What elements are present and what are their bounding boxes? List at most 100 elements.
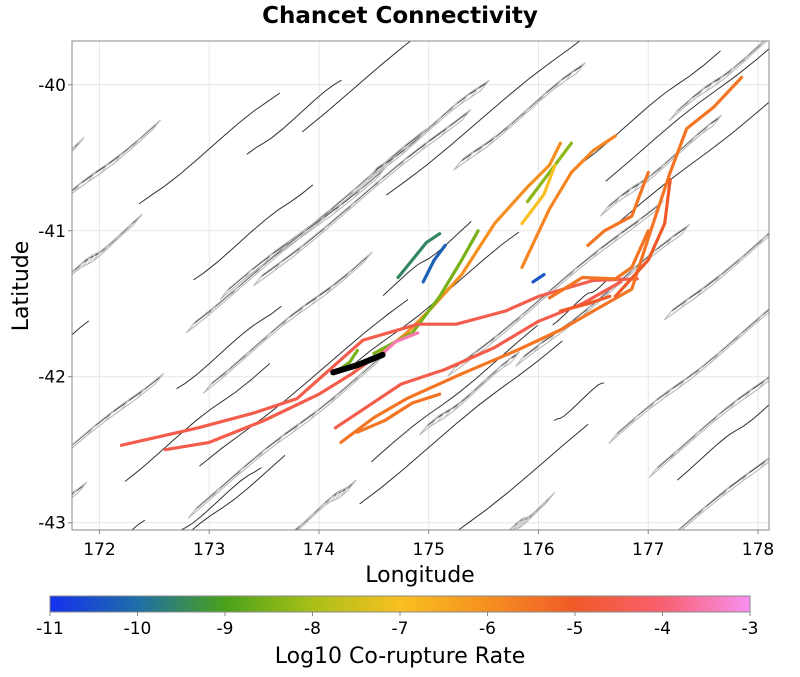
- fault-trace: [614, 101, 769, 227]
- subsection-divider: [527, 509, 538, 522]
- subsection-divider: [77, 481, 88, 494]
- subsection-divider: [229, 285, 239, 298]
- rupture-section: [396, 232, 442, 280]
- subsection-divider: [734, 254, 744, 267]
- rupture-section: [119, 277, 639, 447]
- subsection-divider: [796, 347, 800, 358]
- subsection-divider: [629, 413, 640, 426]
- fault-trace: [371, 325, 538, 463]
- rupture-section: [520, 134, 617, 269]
- subsection-divider: [47, 164, 56, 175]
- subsection-divider: [420, 139, 430, 152]
- subsection-divider: [623, 186, 634, 198]
- subsection-divider: [711, 411, 722, 424]
- subsection-divider: [470, 86, 480, 98]
- subsection-divider: [206, 305, 216, 318]
- subsection-divider: [680, 296, 690, 309]
- subsection-divider: [697, 504, 707, 517]
- subsection-divider: [17, 230, 26, 241]
- subsection-divider: [367, 167, 378, 180]
- y-axis-label: Latitude: [9, 241, 34, 332]
- fault-trace: [124, 363, 271, 482]
- subsection-divider: [219, 288, 230, 300]
- fault-trace: [193, 184, 314, 281]
- colorbar-tick-label: -11: [36, 619, 64, 639]
- subsection-divider: [711, 350, 722, 362]
- fault-basemap: [0, 41, 800, 544]
- rupture-section: [339, 75, 744, 444]
- subsection-divider: [330, 490, 341, 502]
- rupture-section: [381, 331, 420, 355]
- subsection-divider: [292, 421, 302, 433]
- subsection-divider: [185, 321, 196, 334]
- subsection-divider: [648, 398, 658, 410]
- subsection-divider: [9, 194, 18, 205]
- colorbar: -11 -10 -9 -8 -7 -6 -5 -4 -3 Log10 Co-rupture Ra…: [36, 595, 758, 669]
- colorbar-tick-label: -3: [742, 619, 759, 639]
- subsection-divider: [536, 500, 547, 513]
- fault-trace: [350, 231, 520, 368]
- colorbar-ticks: -11 -10 -9 -8 -7 -6 -5 -4 -3: [36, 612, 758, 639]
- fault-trace: [675, 41, 765, 113]
- subsection-divider: [342, 269, 353, 281]
- subsection-divider: [333, 202, 343, 215]
- subsection-divider: [304, 512, 315, 524]
- subsection-divider: [743, 387, 754, 400]
- subsection-divider: [154, 373, 165, 385]
- subsection-divider: [294, 244, 305, 256]
- subsection-divider: [387, 154, 397, 167]
- x-axis-label: Longitude: [365, 563, 474, 588]
- subsection-divider: [15, 532, 24, 543]
- subsection-divider: [591, 247, 602, 259]
- subsection-divider: [0, 245, 8, 256]
- subsection-divider: [363, 251, 373, 263]
- subsection-divider: [487, 134, 498, 147]
- rupture-section: [520, 163, 557, 226]
- subsection-divider: [565, 69, 576, 81]
- fault-trace: [615, 308, 769, 436]
- subsection-divider: [695, 285, 706, 298]
- subsection-divider: [568, 266, 578, 278]
- subsection-divider: [241, 350, 251, 362]
- x-axis-ticks: 172 173 174 175 176 177 178: [83, 530, 774, 560]
- subsection-divider: [475, 143, 486, 155]
- subsection-divider: [502, 356, 513, 368]
- subsection-divider: [329, 392, 340, 405]
- subsection-divider: [688, 133, 699, 146]
- subsection-divider: [582, 304, 592, 317]
- subsection-divider: [754, 312, 765, 325]
- subsection-divider: [663, 308, 674, 321]
- x-tick-label: 172: [83, 540, 115, 560]
- plot-frame: [71, 40, 770, 531]
- fault-trace: [72, 121, 160, 192]
- colorbar-tick-label: -8: [304, 619, 321, 639]
- subsection-divider: [296, 303, 307, 316]
- colorbar-tick-label: -5: [567, 619, 584, 639]
- fault-trace: [606, 116, 720, 209]
- fault-trace: [260, 111, 470, 278]
- subsection-divider: [100, 243, 110, 256]
- subsection-divider: [632, 180, 643, 193]
- subsection-divider: [781, 442, 790, 453]
- rupture-section: [421, 243, 447, 284]
- subsection-divider: [352, 372, 363, 384]
- subsection-divider: [510, 351, 520, 364]
- subsection-divider: [309, 408, 319, 421]
- subsection-divider: [75, 260, 86, 272]
- subsection-divider: [257, 447, 267, 460]
- subsection-divider: [21, 482, 30, 493]
- fault-trace: [454, 202, 662, 368]
- x-tick-label: 178: [742, 540, 774, 560]
- subsection-divider: [220, 367, 231, 380]
- subsection-divider: [702, 122, 712, 134]
- subsection-divider: [263, 252, 274, 264]
- subsection-divider: [275, 433, 286, 445]
- subsection-divider: [19, 184, 28, 195]
- subsection-divider: [498, 533, 507, 544]
- subsection-divider: [538, 90, 548, 103]
- subsection-divider: [345, 200, 356, 213]
- subsection-divider: [461, 109, 472, 121]
- subsection-divider: [86, 424, 96, 436]
- subsection-divider: [677, 377, 688, 389]
- rupture-section: [355, 392, 442, 434]
